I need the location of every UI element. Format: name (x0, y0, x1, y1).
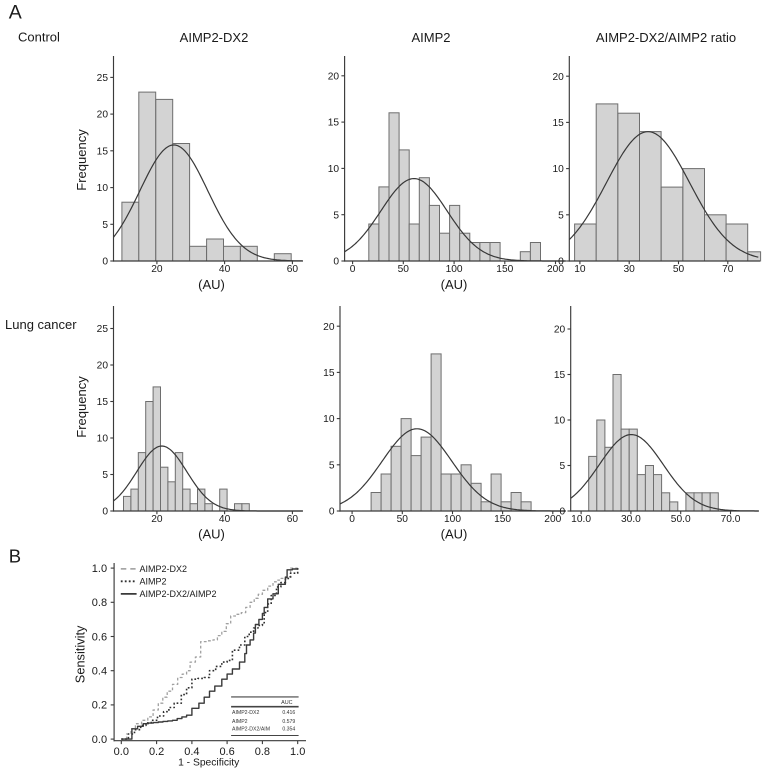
svg-text:30: 30 (624, 264, 636, 275)
svg-text:0.8: 0.8 (92, 597, 107, 609)
svg-text:40: 40 (219, 264, 231, 275)
svg-text:AIMP2-DX2: AIMP2-DX2 (180, 30, 249, 45)
svg-text:10: 10 (323, 414, 335, 425)
svg-text:50.0: 50.0 (671, 514, 691, 525)
svg-text:B: B (9, 545, 21, 566)
svg-text:1 - Specificity: 1 - Specificity (178, 758, 240, 769)
svg-text:100: 100 (444, 514, 461, 525)
svg-text:0: 0 (558, 257, 564, 268)
svg-text:AIMP2-DX2/AIM: AIMP2-DX2/AIM (232, 726, 270, 732)
svg-text:10: 10 (552, 164, 564, 175)
svg-text:5: 5 (558, 210, 564, 221)
svg-text:Frequency: Frequency (74, 376, 89, 438)
svg-text:0: 0 (102, 257, 108, 268)
svg-text:0: 0 (333, 257, 339, 268)
svg-text:10: 10 (554, 416, 566, 427)
svg-text:10: 10 (97, 183, 109, 194)
svg-text:50: 50 (673, 264, 685, 275)
svg-text:A: A (9, 2, 22, 24)
svg-text:60: 60 (287, 264, 299, 275)
svg-text:AIMP2: AIMP2 (232, 719, 248, 725)
svg-text:60: 60 (287, 514, 299, 525)
svg-text:0.416: 0.416 (282, 710, 295, 716)
svg-text:0.4: 0.4 (92, 666, 107, 678)
svg-text:15: 15 (97, 146, 109, 157)
svg-text:0.0: 0.0 (92, 734, 107, 746)
svg-text:15: 15 (328, 118, 340, 129)
svg-text:20: 20 (97, 361, 109, 372)
svg-text:5: 5 (333, 210, 339, 221)
svg-text:0: 0 (350, 264, 356, 275)
svg-text:5: 5 (560, 461, 566, 472)
svg-text:5: 5 (102, 470, 108, 481)
svg-text:0: 0 (102, 507, 108, 518)
svg-text:150: 150 (494, 514, 511, 525)
svg-text:Sensitivity: Sensitivity (73, 625, 88, 683)
svg-text:0.2: 0.2 (92, 700, 107, 712)
svg-text:1.0: 1.0 (92, 563, 107, 575)
svg-text:0: 0 (329, 507, 335, 518)
svg-text:10.0: 10.0 (571, 514, 591, 525)
svg-text:5: 5 (329, 460, 335, 471)
svg-text:1.0: 1.0 (290, 746, 305, 758)
svg-text:5: 5 (102, 220, 108, 231)
svg-text:200: 200 (544, 514, 561, 525)
svg-text:Frequency: Frequency (74, 129, 89, 191)
svg-text:20: 20 (323, 322, 335, 333)
svg-text:(AU): (AU) (198, 277, 225, 292)
svg-text:10: 10 (574, 264, 586, 275)
svg-text:0.4: 0.4 (184, 746, 199, 758)
svg-text:50: 50 (397, 514, 409, 525)
svg-text:AIMP2: AIMP2 (411, 30, 450, 45)
svg-text:40: 40 (219, 514, 231, 525)
svg-text:20: 20 (328, 71, 340, 82)
svg-text:0: 0 (349, 514, 355, 525)
svg-text:AIMP2-DX2: AIMP2-DX2 (232, 710, 260, 716)
svg-text:AUC: AUC (281, 700, 292, 706)
svg-text:100: 100 (446, 264, 463, 275)
svg-text:AIMP2-DX2/AIMP2 ratio: AIMP2-DX2/AIMP2 ratio (596, 30, 736, 45)
svg-text:20: 20 (554, 325, 566, 336)
svg-text:150: 150 (496, 264, 513, 275)
svg-text:10: 10 (328, 164, 340, 175)
svg-text:(AU): (AU) (441, 526, 468, 541)
svg-text:(AU): (AU) (441, 277, 468, 292)
svg-text:0.354: 0.354 (282, 726, 295, 732)
svg-text:0.6: 0.6 (92, 631, 107, 643)
svg-text:70.0: 70.0 (721, 514, 741, 525)
svg-text:25: 25 (97, 324, 109, 335)
svg-text:0.579: 0.579 (282, 719, 295, 725)
svg-text:20: 20 (97, 110, 109, 121)
svg-text:25: 25 (97, 73, 109, 84)
svg-text:0: 0 (560, 507, 566, 518)
svg-text:20: 20 (151, 514, 163, 525)
svg-text:0.6: 0.6 (219, 746, 234, 758)
svg-text:30.0: 30.0 (621, 514, 641, 525)
svg-text:15: 15 (97, 397, 109, 408)
svg-text:15: 15 (554, 370, 566, 381)
svg-text:(AU): (AU) (198, 526, 225, 541)
svg-text:0.0: 0.0 (114, 746, 129, 758)
svg-text:20: 20 (552, 72, 564, 83)
svg-text:15: 15 (323, 368, 335, 379)
svg-text:200: 200 (547, 264, 564, 275)
svg-text:0.8: 0.8 (255, 746, 270, 758)
svg-text:AIMP2-DX2: AIMP2-DX2 (140, 564, 188, 574)
svg-text:Lung cancer: Lung cancer (5, 317, 77, 332)
svg-text:0.2: 0.2 (149, 746, 164, 758)
svg-text:Control: Control (18, 30, 60, 45)
svg-text:15: 15 (552, 118, 564, 129)
svg-text:AIMP2-DX2/AIMP2: AIMP2-DX2/AIMP2 (140, 589, 217, 599)
svg-text:70: 70 (722, 264, 734, 275)
svg-text:AIMP2: AIMP2 (140, 577, 167, 587)
svg-text:10: 10 (97, 434, 109, 445)
svg-text:50: 50 (398, 264, 410, 275)
svg-text:20: 20 (151, 264, 163, 275)
